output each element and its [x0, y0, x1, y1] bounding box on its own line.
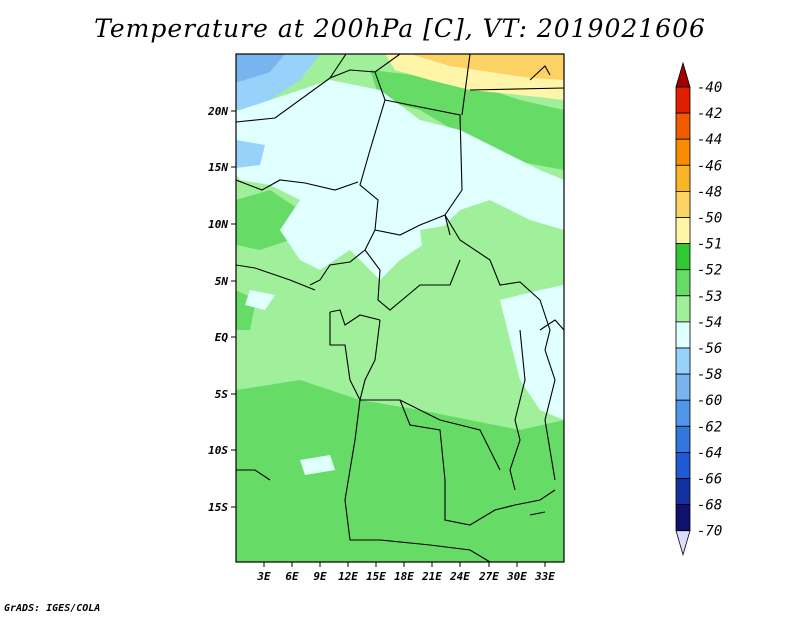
lon-label-15e: 15E [366, 570, 386, 583]
colorbar-label: -48 [697, 184, 722, 200]
colorbar-label: -68 [697, 498, 722, 514]
lat-label-15n: 15N [208, 161, 228, 174]
lat-label-5n: 5N [215, 275, 229, 288]
colorbar-label: -42 [697, 106, 722, 122]
colorbar-swatch [675, 347, 691, 375]
colorbar-swatch [675, 269, 691, 297]
colorbar-label: -56 [697, 341, 722, 357]
colorbar-label: -50 [697, 211, 722, 227]
colorbar-swatch [675, 190, 691, 218]
lon-label-33e: 33E [534, 570, 555, 583]
field-minus52-patch-a [350, 400, 440, 470]
map-title: Temperature at 200hPa [C], VT: 201902160… [94, 14, 706, 43]
colorbar-label: -51 [697, 237, 722, 253]
colorbar-top-triangle [675, 61, 691, 88]
colorbar-label: -44 [697, 132, 722, 148]
colorbar-swatch [675, 425, 691, 453]
lat-label-10s: 10S [208, 444, 228, 457]
colorbar-swatch [675, 504, 691, 532]
grads-credit: GrADS: IGES/COLA [4, 603, 101, 614]
lon-label-21e: 21E [421, 570, 442, 583]
lat-label-20n: 20N [207, 105, 228, 118]
colorbar-bottom-triangle [675, 530, 691, 557]
temperature-field [236, 54, 564, 562]
colorbar-label: -60 [697, 393, 722, 409]
lon-label-30e: 30E [506, 570, 527, 583]
colorbar-swatch [675, 112, 691, 140]
lon-label-9e: 9E [313, 570, 327, 583]
map-frame [235, 53, 565, 563]
longitude-axis: 3E 6E 9E 12E 15E 18E 21E 24E 27E 30E 33E [256, 562, 555, 583]
colorbar-swatch [675, 478, 691, 506]
field-minus52-south [236, 380, 564, 562]
lon-label-18e: 18E [394, 570, 414, 583]
field-minus58-nw [236, 54, 285, 82]
colorbar-swatch [675, 86, 691, 114]
field-minus54-sw [300, 455, 335, 475]
colorbar-label: -52 [697, 263, 722, 279]
colorbar-swatch [675, 451, 691, 479]
colorbar-swatch [675, 138, 691, 166]
field-minus54-east [500, 285, 564, 420]
field-minus56-patch [236, 140, 265, 168]
colorbar-label: -46 [697, 158, 722, 174]
colorbar-swatch [675, 217, 691, 245]
field-minus54-north [236, 80, 564, 280]
lat-label-15s: 15S [208, 501, 228, 514]
field-minus54-gulf [245, 290, 275, 310]
field-minus53-island [420, 225, 470, 275]
colorbar: -40 -42 -44 -46 -48 -50 -51 -52 -53 -54 -56 -58 -60 -… [675, 61, 722, 557]
field-minus52-north [370, 70, 564, 170]
colorbar-label: -66 [697, 472, 722, 488]
lon-label-24e: 24E [449, 570, 470, 583]
lon-label-27e: 27E [478, 570, 499, 583]
country-boundaries [236, 54, 564, 562]
lat-label-5s: 5S [215, 388, 229, 401]
colorbar-swatch [675, 373, 691, 401]
colorbar-label: -58 [697, 367, 722, 383]
lon-label-6e: 6E [285, 570, 299, 583]
latitude-axis: 20N 15N 10N 5N EQ 5S 10S 15S [207, 105, 236, 514]
colorbar-swatch [675, 321, 691, 349]
colorbar-label: -70 [697, 524, 722, 540]
colorbar-label: -62 [697, 419, 722, 435]
colorbar-label: -54 [697, 315, 722, 331]
colorbar-swatch [675, 243, 691, 271]
lat-label-eq: EQ [215, 331, 229, 344]
lat-label-10n: 10N [208, 218, 228, 231]
colorbar-label: -64 [697, 445, 722, 461]
colorbar-swatch [675, 295, 691, 323]
colorbar-swatch [675, 164, 691, 192]
colorbar-label: -53 [697, 289, 722, 305]
lon-label-3e: 3E [256, 570, 271, 583]
lon-label-12e: 12E [338, 570, 358, 583]
colorbar-label: -40 [697, 80, 722, 96]
field-minus50-north [410, 54, 564, 80]
colorbar-swatch [675, 399, 691, 427]
